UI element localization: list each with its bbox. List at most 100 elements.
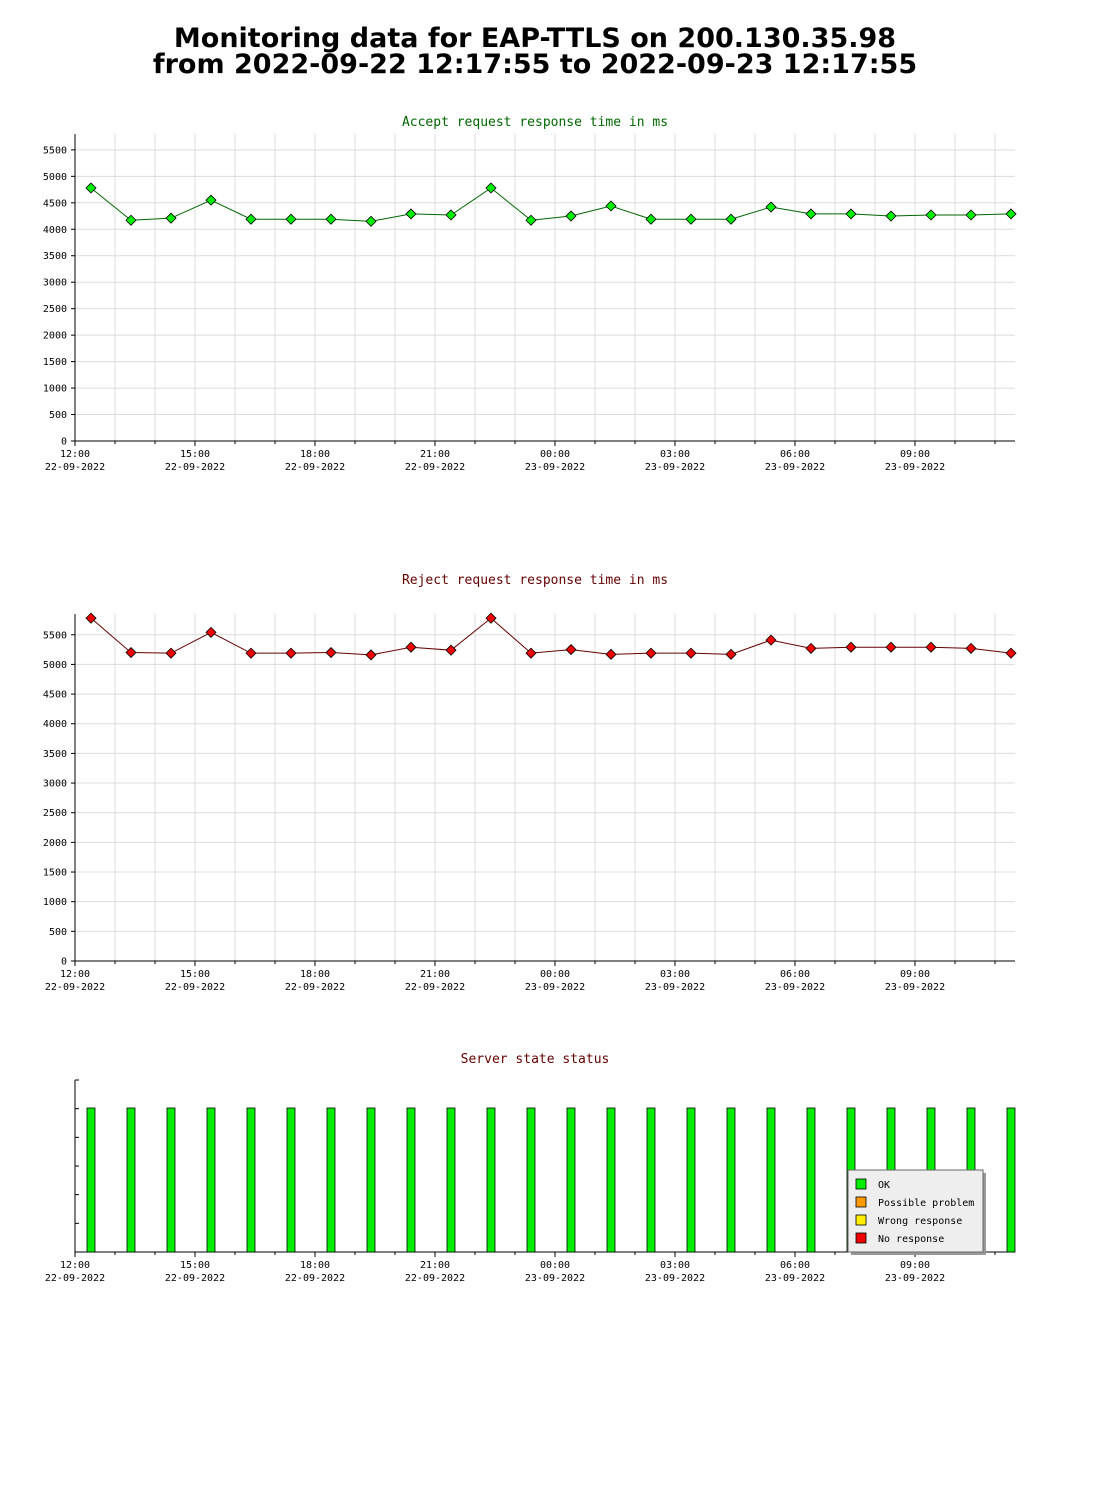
data-point (845, 208, 857, 220)
data-point (845, 641, 857, 653)
x-tick-date: 22-09-2022 (285, 982, 345, 993)
x-tick-time: 00:00 (540, 1260, 570, 1271)
y-tick-label: 1000 (43, 897, 67, 908)
x-tick-time: 06:00 (780, 1260, 810, 1271)
y-tick-label: 3500 (43, 749, 67, 760)
x-tick-date: 23-09-2022 (645, 982, 705, 993)
x-tick-time: 03:00 (660, 1260, 690, 1271)
data-point (365, 649, 377, 661)
data-point (685, 647, 697, 659)
data-point (485, 182, 497, 194)
status-bar (366, 1107, 376, 1253)
server-status-chart: Server state status 12:00 22-09-2022 15:00… (45, 1052, 1016, 1284)
data-point (85, 612, 97, 624)
y-tick-label: 500 (49, 410, 67, 421)
x-tick-time: 12:00 (60, 449, 90, 460)
status-bar (326, 1107, 336, 1253)
legend-swatch (855, 1178, 867, 1190)
data-point (285, 647, 297, 659)
data-point (445, 209, 457, 221)
status-bar (606, 1107, 616, 1253)
chart-title: Server state status (461, 1052, 610, 1067)
x-tick-time: 09:00 (900, 1260, 930, 1271)
x-tick-time: 21:00 (420, 969, 450, 980)
data-point (165, 647, 177, 659)
data-point (925, 209, 937, 221)
y-tick-label: 2000 (43, 838, 67, 849)
x-tick-time: 15:00 (180, 1260, 210, 1271)
data-point (565, 210, 577, 222)
status-bar (166, 1107, 176, 1253)
series-line (90, 187, 1012, 222)
y-tick-label: 4000 (43, 225, 67, 236)
data-point (725, 648, 737, 660)
data-point (205, 626, 217, 638)
x-tick-time: 12:00 (60, 969, 90, 980)
page-title: Monitoring data for EAP-TTLS on 200.130.… (0, 23, 1070, 78)
page-title-line1: Monitoring data for EAP-TTLS on 200.130.… (173, 23, 897, 54)
data-point (565, 644, 577, 656)
data-point (525, 214, 537, 226)
legend-box (847, 1169, 984, 1253)
status-bar (406, 1107, 416, 1253)
x-tick-date: 23-09-2022 (645, 462, 705, 473)
data-point (165, 212, 177, 224)
y-tick-label: 3000 (43, 779, 67, 790)
x-tick-time: 06:00 (780, 449, 810, 460)
x-tick-date: 22-09-2022 (285, 1273, 345, 1284)
data-point (285, 213, 297, 225)
data-point (885, 210, 897, 222)
status-bar (806, 1107, 816, 1253)
y-tick-label: 5500 (43, 630, 67, 641)
data-point (445, 644, 457, 656)
status-bar (126, 1107, 136, 1253)
y-tick-label: 3000 (43, 278, 67, 289)
y-tick-label: 1000 (43, 384, 67, 395)
x-tick-time: 21:00 (420, 449, 450, 460)
x-tick-date: 23-09-2022 (645, 1273, 705, 1284)
x-tick-date: 23-09-2022 (525, 982, 585, 993)
status-bar (1006, 1107, 1016, 1253)
x-tick-time: 09:00 (900, 449, 930, 460)
legend-label: Wrong response (878, 1216, 962, 1227)
data-point (405, 208, 417, 220)
y-tick-label: 4500 (43, 198, 67, 209)
x-tick-time: 00:00 (540, 969, 570, 980)
data-point (245, 647, 257, 659)
x-tick-time: 03:00 (660, 449, 690, 460)
data-point (925, 641, 937, 653)
x-tick-date: 22-09-2022 (405, 1273, 465, 1284)
x-tick-date: 22-09-2022 (45, 462, 105, 473)
data-point (85, 182, 97, 194)
data-point (605, 648, 617, 660)
chart-title: Reject request response time in ms (402, 573, 668, 588)
x-tick-date: 23-09-2022 (765, 1273, 825, 1284)
data-point (965, 209, 977, 221)
y-tick-label: 4000 (43, 719, 67, 730)
data-point (765, 201, 777, 213)
x-tick-time: 15:00 (180, 969, 210, 980)
legend-label: Possible problem (878, 1198, 974, 1209)
status-bar (566, 1107, 576, 1253)
status-bar (486, 1107, 496, 1253)
status-bar (766, 1107, 776, 1253)
status-bar (446, 1107, 456, 1253)
status-bar (646, 1107, 656, 1253)
y-tick-label: 5000 (43, 172, 67, 183)
data-point (125, 214, 137, 226)
data-point (1005, 647, 1017, 659)
data-point (125, 646, 137, 659)
x-tick-time: 06:00 (780, 969, 810, 980)
x-tick-date: 23-09-2022 (765, 982, 825, 993)
x-tick-date: 22-09-2022 (285, 462, 345, 473)
data-point (485, 612, 497, 624)
data-point (405, 641, 417, 653)
reject-response-chart: Reject request response time in ms 0 500 1… (43, 573, 1017, 993)
x-tick-time: 12:00 (60, 1260, 90, 1271)
data-point (605, 200, 617, 212)
data-point (885, 641, 897, 653)
y-tick-label: 2500 (43, 304, 67, 315)
data-point (965, 642, 977, 654)
x-tick-time: 03:00 (660, 969, 690, 980)
data-point (325, 213, 337, 225)
